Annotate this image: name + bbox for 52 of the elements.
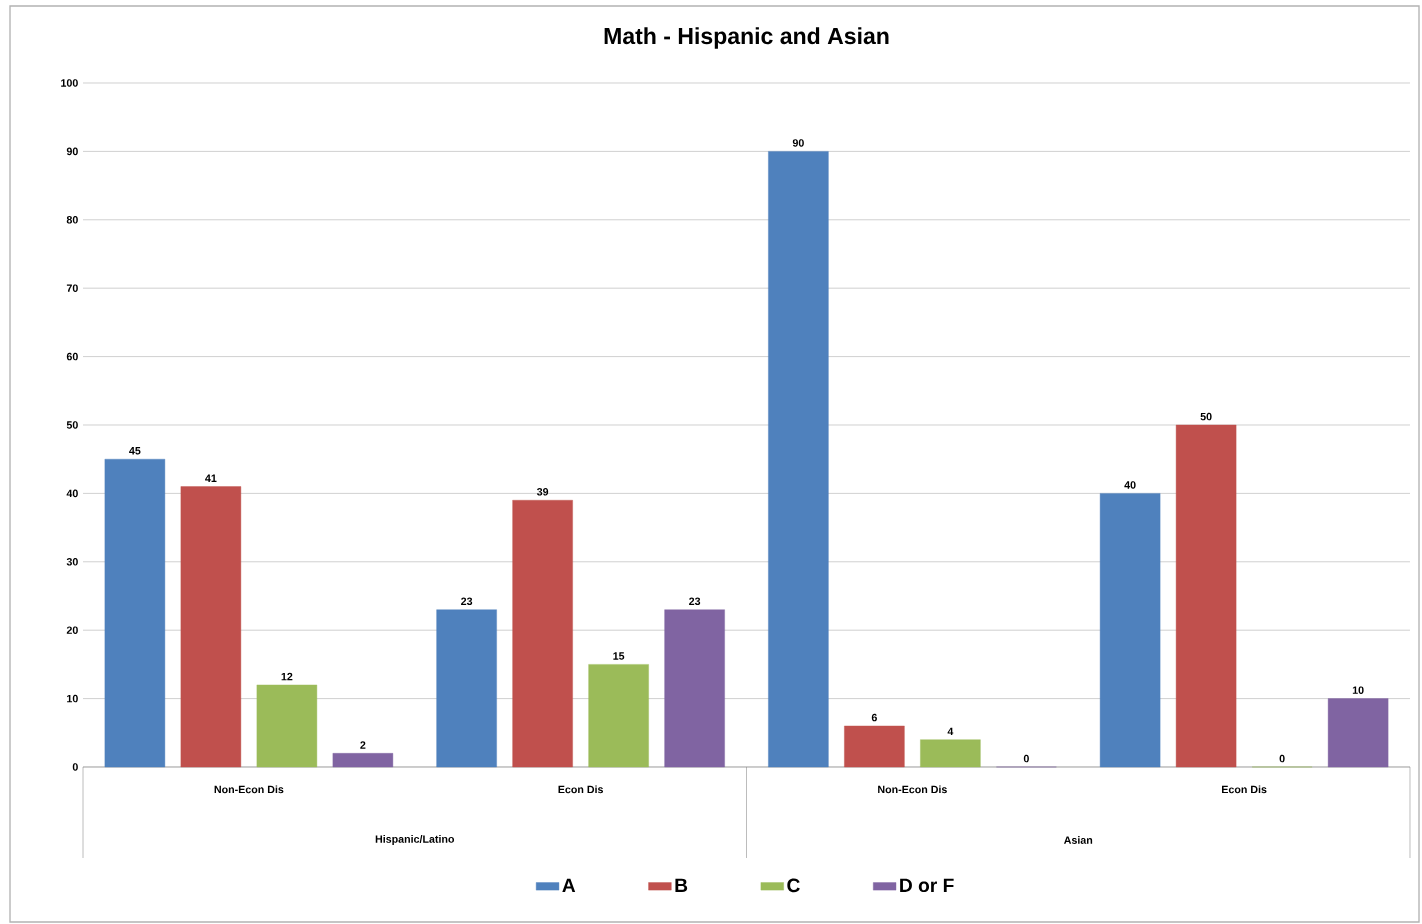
y-tick-label: 50 — [66, 421, 78, 429]
data-label: 41 — [205, 474, 217, 482]
x-tick-label: Non-Econ Dis — [878, 785, 947, 794]
y-tick-label: 30 — [66, 558, 78, 566]
data-label: 6 — [871, 713, 877, 722]
bar — [436, 609, 497, 768]
data-label: 39 — [536, 488, 549, 496]
y-tick-label: 80 — [66, 216, 78, 224]
data-label: 40 — [1124, 481, 1136, 489]
data-label: 4 — [947, 727, 954, 735]
y-tick-label: 10 — [67, 694, 78, 703]
bar — [180, 486, 242, 768]
data-label: 45 — [129, 447, 141, 455]
text: Hispanic/Latino — [375, 835, 455, 845]
bar — [588, 664, 649, 768]
legend-label: C — [787, 878, 800, 893]
legend-label: A — [562, 878, 576, 892]
bar — [1175, 424, 1237, 768]
data-label: 10 — [1352, 686, 1364, 694]
legend-label: B — [675, 878, 688, 892]
data-label: 0 — [1023, 754, 1029, 763]
bar — [332, 753, 394, 768]
data-label: 23 — [461, 597, 473, 606]
y-tick-label: 20 — [66, 626, 78, 634]
bar — [256, 684, 318, 768]
y-tick-label: 70 — [66, 284, 78, 292]
data-label: 2 — [360, 741, 366, 749]
data-label: 90 — [792, 139, 804, 147]
bar — [664, 609, 725, 768]
y-tick-label: 100 — [61, 79, 78, 87]
y-tick-label: 90 — [66, 147, 78, 156]
x-tick-label: Econ Dis — [1222, 785, 1267, 794]
bar — [1327, 698, 1389, 768]
data-label: 0 — [1279, 754, 1285, 763]
bar — [512, 500, 573, 768]
y-tick-label: 40 — [66, 489, 78, 498]
bar — [104, 458, 166, 768]
bar — [768, 151, 829, 768]
text: Asian — [1064, 836, 1093, 844]
data-label: 15 — [613, 652, 625, 660]
data-label: 12 — [281, 672, 293, 681]
bar — [844, 725, 905, 768]
y-tick-label: 60 — [66, 352, 78, 361]
data-label: 50 — [1200, 412, 1212, 421]
x-tick-label: Econ Dis — [558, 785, 604, 794]
y-tick-label: 0 — [72, 763, 78, 771]
legend-label: D or F — [900, 878, 954, 893]
data-label: 23 — [689, 597, 701, 606]
bar — [1099, 493, 1161, 768]
bar — [920, 739, 981, 768]
x-tick-label: Non-Econ Dis — [214, 785, 284, 794]
chart-title: Math - Hispanic and Asian — [604, 27, 889, 49]
